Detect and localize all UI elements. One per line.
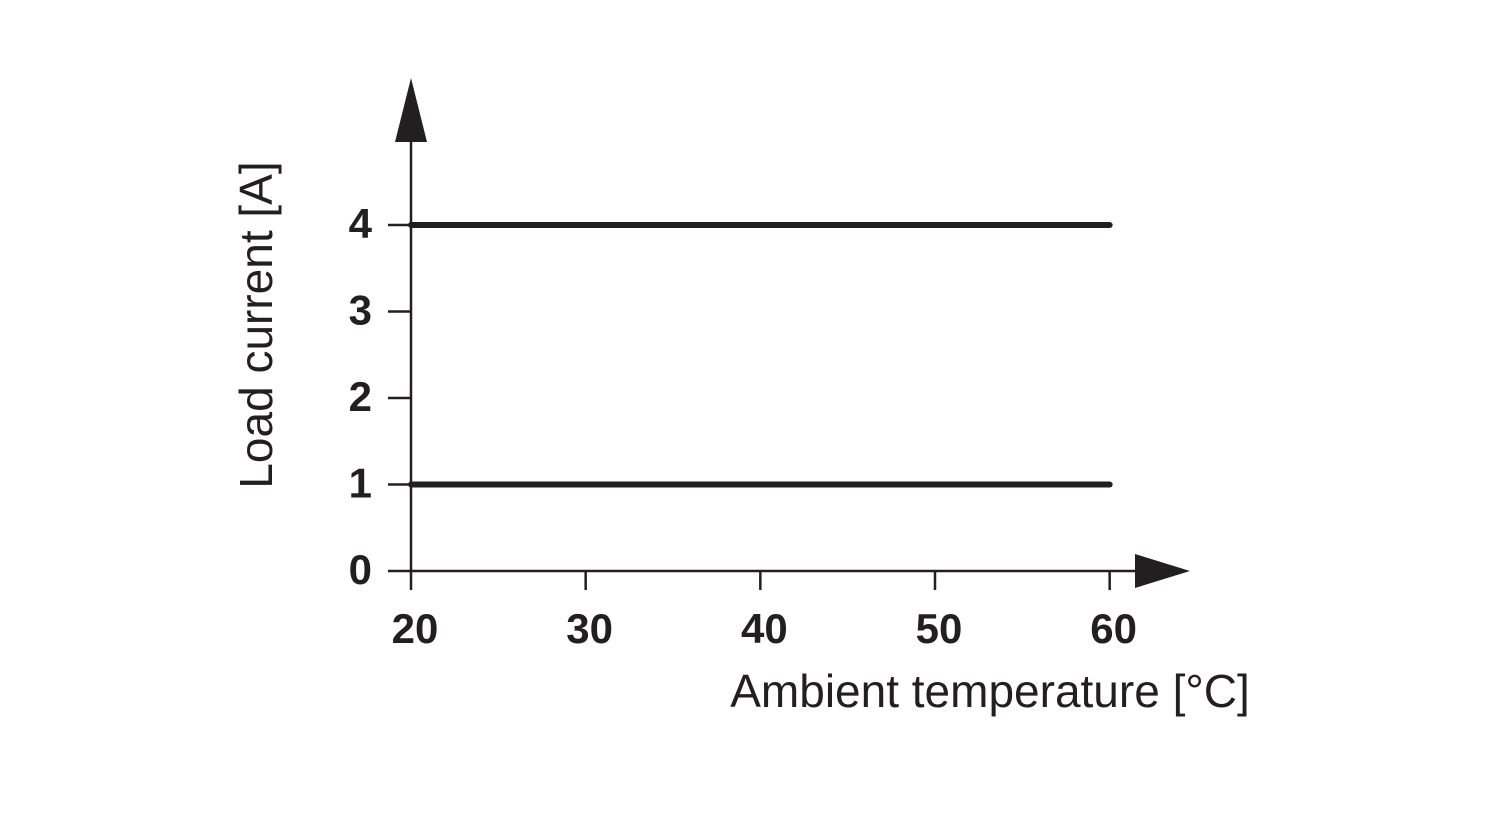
x-axis-title: Ambient temperature [°C] — [730, 665, 1250, 717]
x-tick-label: 60 — [1090, 605, 1137, 652]
y-tick-label: 1 — [349, 460, 372, 507]
x-tick-label: 20 — [392, 605, 439, 652]
x-tick-label: 30 — [566, 605, 613, 652]
y-axis-title: Load current [A] — [230, 161, 282, 488]
y-tick-label: 0 — [349, 546, 372, 593]
y-tick-label: 4 — [349, 200, 373, 247]
y-axis-arrow — [395, 78, 427, 142]
x-tick-label: 40 — [741, 605, 788, 652]
x-axis-arrow — [1135, 554, 1190, 588]
x-tick-label: 50 — [916, 605, 963, 652]
y-tick-label: 3 — [349, 287, 372, 334]
y-tick-label: 2 — [349, 373, 372, 420]
